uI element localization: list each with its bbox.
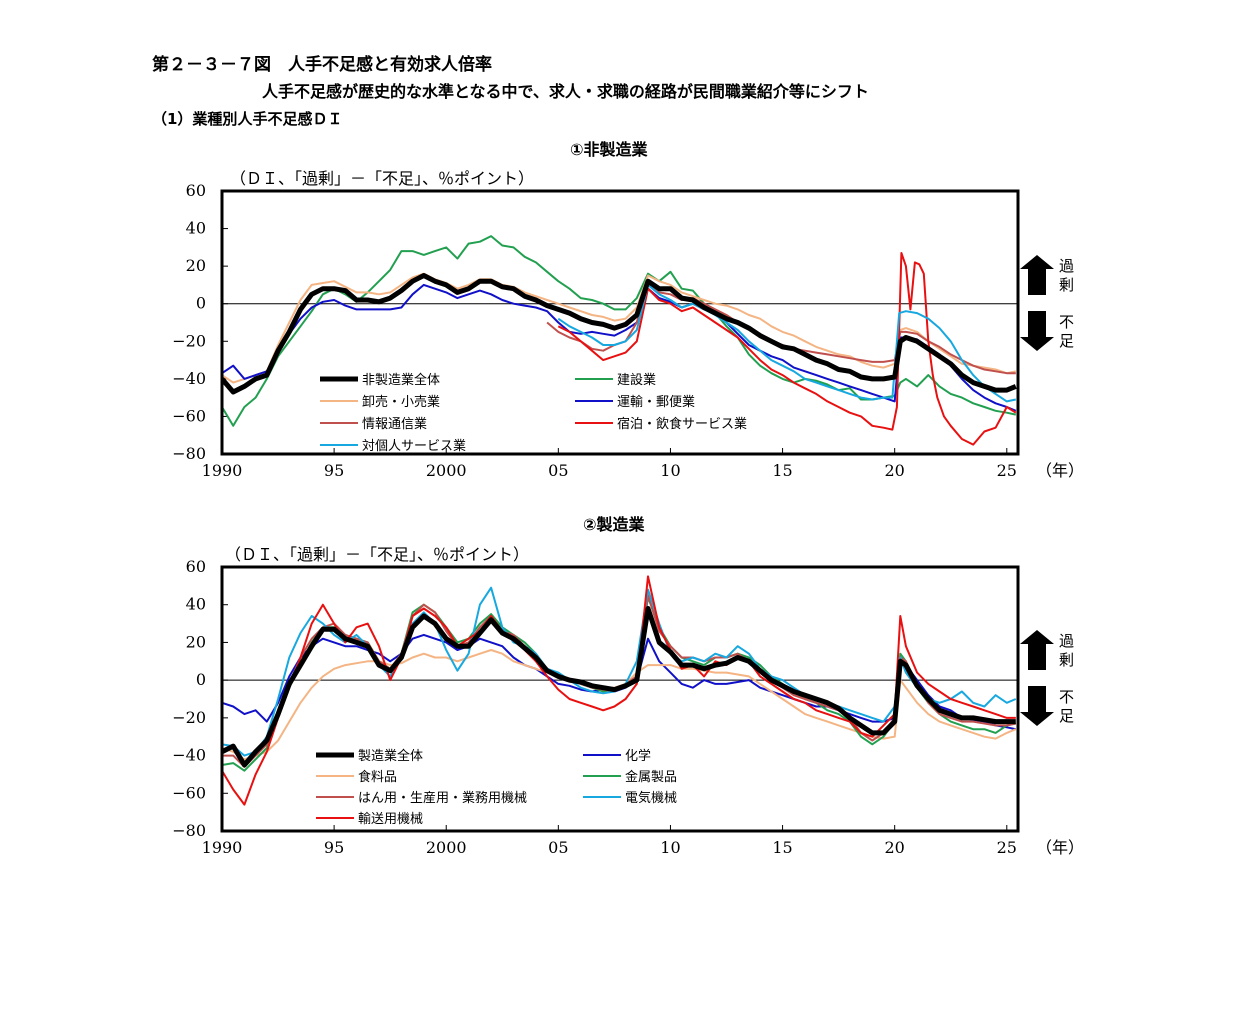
shortage-label: 足 <box>1059 332 1074 350</box>
x-tick-label: 1990 <box>202 461 243 480</box>
legend-label: 情報通信業 <box>362 416 427 432</box>
up-arrow-icon <box>1020 255 1054 295</box>
y-tick-label: −20 <box>172 331 206 350</box>
chart2-title: ②製造業 <box>583 515 645 534</box>
x-tick-label: 05 <box>548 461 568 480</box>
series-line-6 <box>557 283 1017 403</box>
chart2-ylabel: （ＤＩ、「過剰」－「不足」、％ポイント） <box>225 545 530 564</box>
legend-label: 非製造業全体 <box>362 372 440 388</box>
x-tick-label: 20 <box>884 461 904 480</box>
y-tick-label: 40 <box>186 219 206 238</box>
y-tick-label: −40 <box>172 369 206 388</box>
legend-label: 運輸・郵便業 <box>617 394 695 410</box>
y-tick-label: −60 <box>172 406 206 425</box>
y-tick-label: 60 <box>186 181 206 200</box>
y-tick-label: 0 <box>196 294 206 313</box>
down-arrow-icon <box>1020 311 1054 351</box>
section-title: （1）業種別人手不足感ＤＩ <box>152 110 343 128</box>
series-line-0 <box>222 273 1017 395</box>
y-tick-label: 20 <box>186 256 206 275</box>
figure-title: 第２－３－７図 人手不足感と有効求人倍率 <box>152 55 492 75</box>
legend-label: 建設業 <box>617 372 656 388</box>
x-tick-label: 95 <box>324 461 344 480</box>
x-tick-label: 25 <box>997 461 1017 480</box>
legend-label: 卸売・小売業 <box>362 394 440 410</box>
legend-label: 宿泊・飲食サービス業 <box>617 416 747 432</box>
chart1-ylabel: （ＤＩ、「過剰」－「不足」、％ポイント） <box>230 169 535 188</box>
x-tick-label: 2000 <box>426 461 467 480</box>
surplus-label: 過 <box>1059 257 1074 275</box>
x-tick-label: 15 <box>772 461 792 480</box>
surplus-label: 剰 <box>1059 276 1074 294</box>
x-axis-unit: （年） <box>1036 461 1084 480</box>
y-tick-label: −80 <box>172 444 206 463</box>
series-group <box>222 235 1017 446</box>
shortage-label: 不 <box>1059 313 1074 331</box>
figure-subtitle: 人手不足感が歴史的な水準となる中で、求人・求職の経路が民間職業紹介等にシフト <box>262 82 869 101</box>
legend-label: 対個人サービス業 <box>362 438 466 454</box>
series-line-3 <box>222 283 1017 412</box>
x-tick-label: 10 <box>660 461 680 480</box>
chart1-title: ①非製造業 <box>570 140 648 159</box>
plot-frame <box>220 189 1020 456</box>
